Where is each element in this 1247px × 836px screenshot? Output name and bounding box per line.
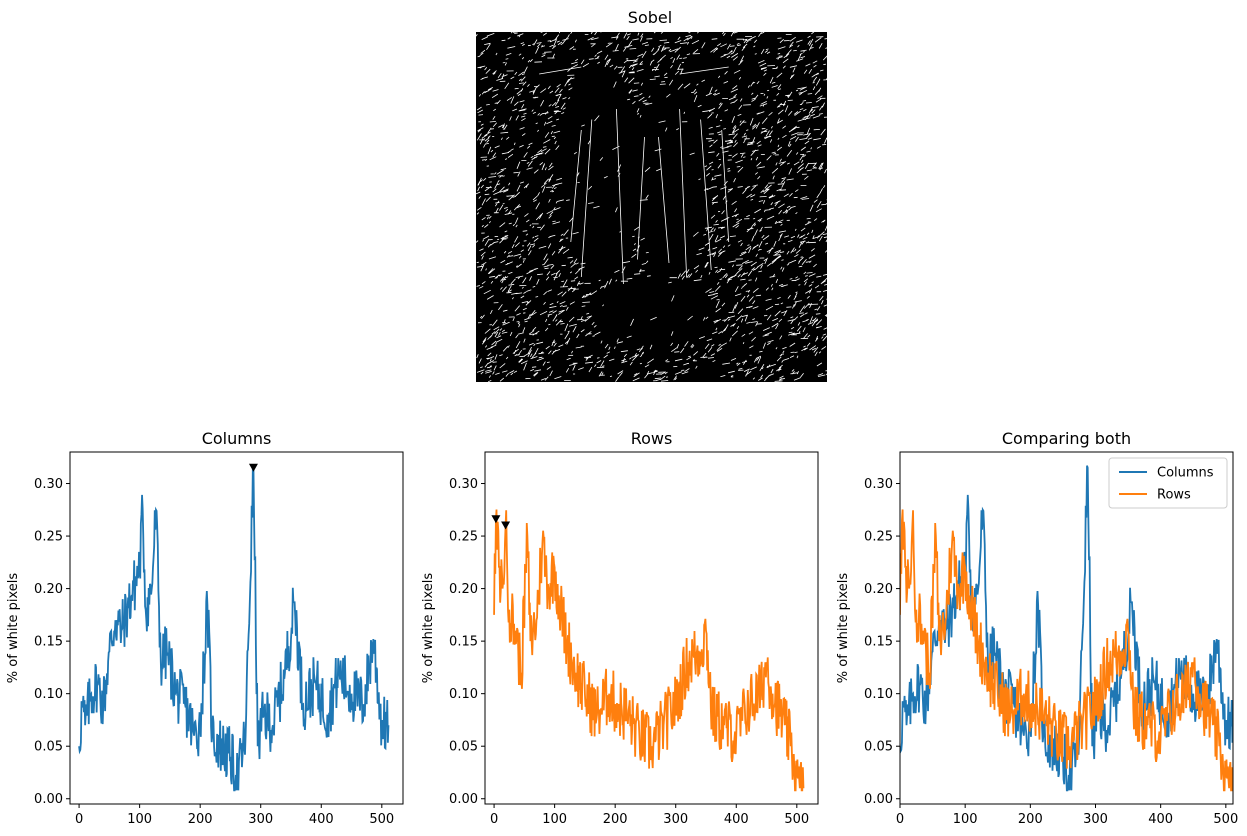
y-tick-label: 0.20 [449, 582, 478, 597]
y-tick-label: 0.30 [34, 477, 63, 492]
x-tick-label: 500 [784, 812, 809, 827]
series-line-columns [78, 465, 390, 792]
y-tick-label: 0.00 [864, 792, 893, 807]
x-tick-label: 100 [953, 812, 978, 827]
x-tick-label: 100 [127, 812, 152, 827]
x-tick-label: 0 [896, 812, 904, 827]
x-tick-label: 300 [1083, 812, 1108, 827]
y-tick-label: 0.10 [449, 687, 478, 702]
x-tick-label: 500 [1213, 812, 1238, 827]
edge-strokes [475, 27, 833, 383]
sobel-title: Sobel [628, 8, 672, 27]
x-tick-label: 200 [603, 812, 628, 827]
x-tick-label: 400 [309, 812, 334, 827]
y-tick-label: 0.25 [864, 530, 893, 545]
legend-box [1108, 457, 1228, 509]
peak-marker-icon [491, 515, 501, 524]
y-tick-label: 0.05 [34, 740, 63, 755]
y-tick-label: 0.20 [34, 582, 63, 597]
series-line-rows [900, 509, 1233, 792]
rows-chart: Rows 0 100 200 300 400 500 0.00 0.05 0.10 0.15 0.20… [421, 429, 819, 827]
y-tick-label: 0.30 [864, 477, 893, 492]
legend-label: Rows [1157, 488, 1191, 503]
y-tick-label: 0.30 [449, 477, 478, 492]
comparing-both-chart: Comparing both 0 100 200 300 400 500 0.00 0.05 0.… [836, 429, 1238, 827]
x-tick-label: 100 [542, 812, 567, 827]
sobel-edge-image [475, 27, 833, 383]
y-tick-label: 0.25 [449, 530, 478, 545]
x-tick-label: 200 [1018, 812, 1043, 827]
y-axis-label: % of white pixels [6, 573, 21, 684]
axes-frame [899, 451, 1234, 805]
x-tick-label: 400 [1148, 812, 1173, 827]
y-tick-label: 0.00 [449, 792, 478, 807]
y-tick-label: 0.00 [34, 792, 63, 807]
x-tick-label: 300 [248, 812, 273, 827]
y-tick-label: 0.05 [864, 740, 893, 755]
y-tick-label: 0.15 [864, 635, 893, 650]
x-tick-label: 0 [75, 812, 83, 827]
chart-title: Rows [631, 429, 673, 448]
y-tick-label: 0.15 [449, 635, 478, 650]
x-tick-label: 300 [663, 812, 688, 827]
axes-frame [484, 451, 819, 805]
x-tick-label: 400 [724, 812, 749, 827]
x-tick-label: 200 [188, 812, 213, 827]
legend-label: Columns [1157, 466, 1214, 481]
y-axis-label: % of white pixels [421, 573, 436, 684]
y-tick-label: 0.10 [864, 687, 893, 702]
chart-title: Comparing both [1002, 429, 1131, 448]
y-tick-label: 0.05 [449, 740, 478, 755]
chart-title: Columns [202, 429, 272, 448]
peak-marker-icon [501, 521, 511, 530]
y-tick-label: 0.25 [34, 530, 63, 545]
legend: Columns Rows [1108, 457, 1228, 509]
y-tick-label: 0.20 [864, 582, 893, 597]
y-axis-label: % of white pixels [836, 573, 851, 684]
axes-frame [69, 451, 404, 805]
x-tick-label: 0 [490, 812, 498, 827]
series-line-rows [493, 509, 805, 792]
y-tick-label: 0.15 [34, 635, 63, 650]
x-tick-label: 500 [369, 812, 394, 827]
image-background [476, 32, 827, 382]
peak-marker-icon [248, 463, 258, 472]
y-tick-label: 0.10 [34, 687, 63, 702]
columns-chart: Columns 0 100 200 300 400 500 0.00 0.05 0.10 0.15 0… [6, 429, 404, 827]
